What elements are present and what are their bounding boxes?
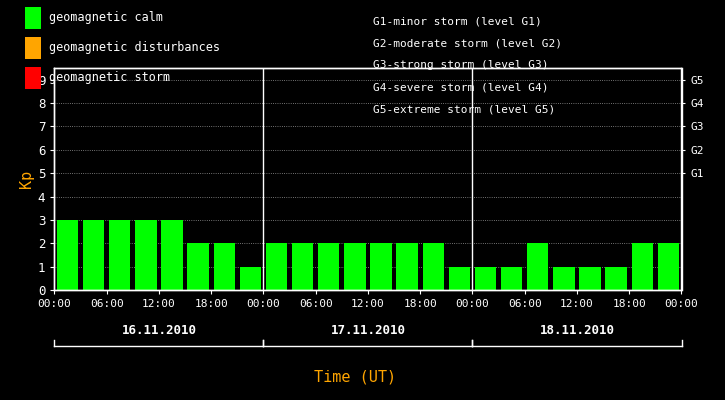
Text: G1-minor storm (level G1): G1-minor storm (level G1): [373, 16, 542, 26]
Text: G4-severe storm (level G4): G4-severe storm (level G4): [373, 82, 549, 92]
Bar: [161, 220, 183, 290]
Bar: [240, 267, 261, 290]
Text: Time (UT): Time (UT): [314, 369, 397, 384]
Text: 18.11.2010: 18.11.2010: [539, 324, 615, 336]
Bar: [187, 243, 209, 290]
Bar: [109, 220, 130, 290]
Bar: [579, 267, 601, 290]
Bar: [370, 243, 392, 290]
Text: geomagnetic disturbances: geomagnetic disturbances: [49, 42, 220, 54]
Text: 17.11.2010: 17.11.2010: [331, 324, 405, 336]
Bar: [397, 243, 418, 290]
Bar: [83, 220, 104, 290]
Bar: [344, 243, 365, 290]
Text: 16.11.2010: 16.11.2010: [121, 324, 196, 336]
Bar: [527, 243, 549, 290]
Text: G2-moderate storm (level G2): G2-moderate storm (level G2): [373, 38, 563, 48]
Bar: [57, 220, 78, 290]
Text: geomagnetic storm: geomagnetic storm: [49, 72, 170, 84]
Bar: [449, 267, 470, 290]
Text: G3-strong storm (level G3): G3-strong storm (level G3): [373, 60, 549, 70]
Text: geomagnetic calm: geomagnetic calm: [49, 12, 162, 24]
Bar: [605, 267, 627, 290]
Y-axis label: Kp: Kp: [19, 170, 33, 188]
Bar: [501, 267, 523, 290]
Bar: [135, 220, 157, 290]
Bar: [423, 243, 444, 290]
Bar: [553, 267, 575, 290]
Bar: [266, 243, 287, 290]
Text: G5-extreme storm (level G5): G5-extreme storm (level G5): [373, 104, 555, 114]
Bar: [631, 243, 653, 290]
Bar: [318, 243, 339, 290]
Bar: [213, 243, 235, 290]
Bar: [475, 267, 496, 290]
Bar: [658, 243, 679, 290]
Bar: [292, 243, 313, 290]
